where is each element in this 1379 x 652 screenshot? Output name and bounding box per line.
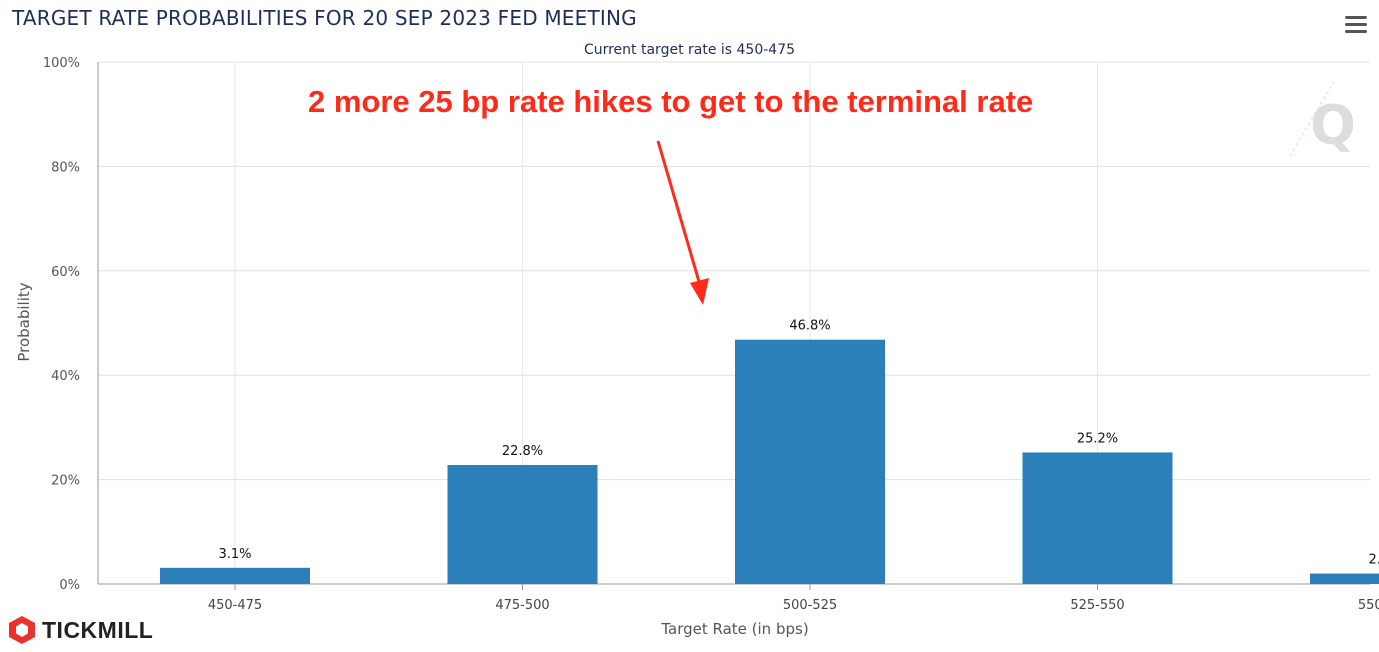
x-tick-label: 525-550 xyxy=(1070,598,1124,613)
y-axis-label: Probability xyxy=(15,282,33,361)
x-tick-label: 450-475 xyxy=(208,598,262,613)
y-tick-label: 0% xyxy=(59,578,80,593)
bar-525-550[interactable] xyxy=(1022,452,1173,584)
y-tick-label: 40% xyxy=(51,369,80,384)
bar-data-label: 25.2% xyxy=(1077,431,1118,446)
y-tick-label: 100% xyxy=(43,56,80,71)
x-tick-label: 500-525 xyxy=(783,598,837,613)
chart-menu-icon[interactable] xyxy=(1345,16,1367,34)
bar-550-575[interactable] xyxy=(1310,573,1379,584)
annotation-arrow xyxy=(656,140,709,305)
y-tick-label: 60% xyxy=(51,265,80,280)
bar-500-525[interactable] xyxy=(735,339,885,584)
bar-data-label: 3.1% xyxy=(218,547,251,562)
chart-title: TARGET RATE PROBABILITIES FOR 20 SEP 202… xyxy=(12,6,637,30)
bar-data-label: 2.0% xyxy=(1368,553,1379,568)
bar-475-500[interactable] xyxy=(447,464,598,584)
bar-450-475[interactable] xyxy=(160,567,310,584)
x-tick-label: 475-500 xyxy=(495,598,549,613)
y-tick-label: 20% xyxy=(51,474,80,489)
y-tick-label: 80% xyxy=(51,160,80,175)
bar-data-label: 46.8% xyxy=(789,319,830,334)
brand-name: TICKMILL xyxy=(42,616,154,643)
tickmill-logo-icon xyxy=(9,616,35,644)
bar-data-label: 22.8% xyxy=(502,444,543,459)
svg-text:Q: Q xyxy=(1310,94,1356,157)
x-tick-label: 550-575 xyxy=(1358,598,1379,613)
brand-logo: TICKMILL xyxy=(8,615,153,645)
annotation-text: 2 more 25 bp rate hikes to get to the te… xyxy=(308,84,1034,119)
watermark-logo: Q xyxy=(1289,77,1356,157)
x-axis-label: Target Rate (in bps) xyxy=(660,620,808,638)
chart-subtitle: Current target rate is 450-475 xyxy=(583,42,796,58)
